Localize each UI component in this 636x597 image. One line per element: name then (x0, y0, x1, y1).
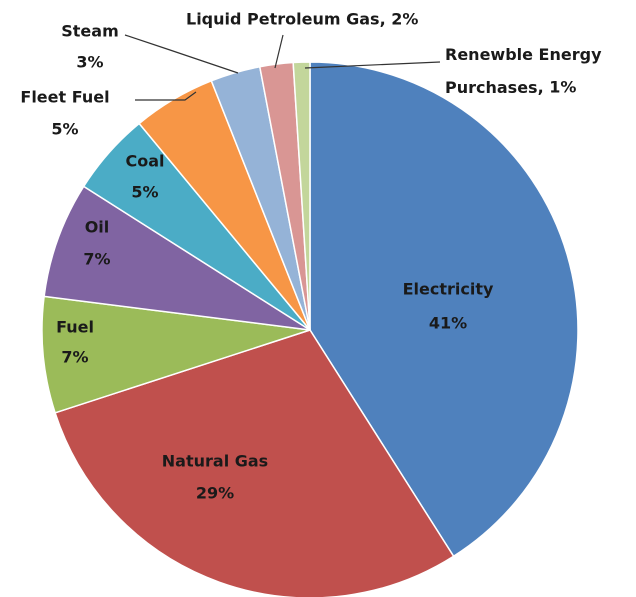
leader-line (274, 34, 284, 69)
category-label: Natural Gas (162, 452, 268, 471)
pie-slice (292, 61, 311, 331)
category-label: Fuel (56, 318, 94, 337)
slices (41, 61, 579, 597)
value-label: 5% (131, 183, 158, 202)
category-label: Oil (85, 218, 110, 237)
pie-slice (54, 329, 455, 597)
category-label: Renewble Energy Purchases (445, 45, 607, 97)
pie-slice (43, 185, 311, 331)
category-label: Fleet Fuel (20, 88, 109, 107)
category-label: Steam (61, 22, 119, 41)
category-label: Electricity (403, 280, 494, 299)
leader-line (124, 34, 239, 74)
value-label: 5% (51, 120, 78, 139)
value-label: , 2% (380, 10, 419, 29)
value-label: 29% (196, 484, 234, 503)
value-label: 7% (83, 250, 110, 269)
leader-line (304, 61, 441, 69)
value-label: 3% (76, 53, 103, 72)
value-label: , 1% (538, 78, 577, 97)
category-label: Coal (125, 152, 164, 171)
pie-slice (41, 295, 311, 414)
leader-line (135, 91, 197, 101)
category-label: Liquid Petroleum Gas (186, 10, 380, 29)
labels: Electricity 41% Natural Gas 29% Fuel 7% Oil 7% C… (20, 10, 607, 503)
pie-slice (309, 61, 579, 558)
value-label: 41% (429, 314, 467, 333)
value-label: 7% (61, 348, 88, 367)
